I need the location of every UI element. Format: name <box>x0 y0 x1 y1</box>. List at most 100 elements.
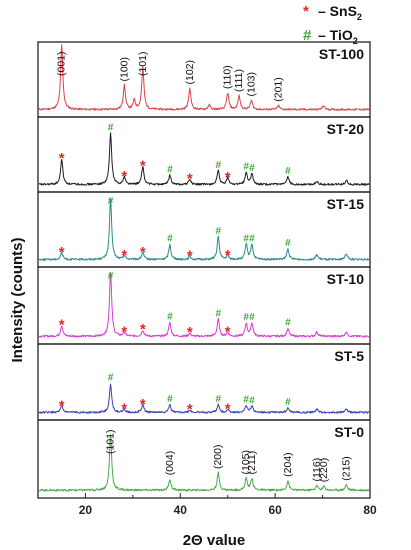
tio2-peak-marker: # <box>285 238 291 249</box>
sns2-peak-marker: * <box>225 400 231 417</box>
miller-index-label: (116) <box>311 458 323 482</box>
sns2-peak-marker: * <box>187 324 193 341</box>
miller-index-label: (201) <box>272 77 284 102</box>
x-tick-label: 20 <box>79 503 93 517</box>
panel-st-20: ST-20**** *## # # # # <box>37 116 371 193</box>
chart-panels: ST-100 (001) (100) (101) (102) (110) (111) (103… <box>37 41 371 499</box>
miller-index-label: (101) <box>137 51 149 76</box>
miller-index-label: (001) <box>56 51 68 76</box>
miller-index-label: (101) <box>105 429 117 454</box>
tio2-peak-marker: # <box>243 162 249 173</box>
panel-st-0: ST-0(101)(004) (200) (105)(211) (204) (116)(… <box>37 419 371 499</box>
panel-frame <box>37 343 371 421</box>
x-tick-label: 60 <box>268 503 282 517</box>
tio2-peak-marker: # <box>108 123 114 134</box>
series-name-label: ST-15 <box>327 196 365 212</box>
miller-index-label: (111) <box>233 69 245 92</box>
legend-star-marker: * <box>303 3 309 20</box>
sns2-peak-marker: * <box>225 247 231 264</box>
miller-index-label: (102) <box>184 60 196 85</box>
sns2-peak-marker: * <box>121 323 127 340</box>
miller-index-label: (100) <box>118 57 130 82</box>
sns2-peak-marker: * <box>225 169 231 186</box>
tio2-peak-marker: # <box>167 394 173 405</box>
tio2-peak-marker: # <box>243 234 249 245</box>
tio2-peak-marker: # <box>215 226 221 237</box>
panel-st-15: ST-15* * * * *#### # # <box>37 191 371 268</box>
sns2-peak-marker: * <box>121 168 127 185</box>
tio2-peak-marker: # <box>215 394 221 405</box>
tio2-peak-marker: # <box>285 318 291 329</box>
sns2-peak-marker: * <box>140 321 146 338</box>
series-line-st-20 <box>38 132 370 186</box>
sns2-peak-marker: * <box>187 401 193 418</box>
x-axis: 20 40 60 80 <box>37 493 377 517</box>
tio2-peak-marker: # <box>108 373 114 384</box>
miller-index-label: (105) <box>240 450 252 475</box>
legend-label: – SnS2 <box>318 3 362 22</box>
tio2-peak-marker: # <box>243 312 249 323</box>
tio2-peak-marker: # <box>108 271 114 282</box>
x-tick-label: 80 <box>363 503 377 517</box>
sns2-peak-marker: * <box>140 158 146 175</box>
miller-index-label: (103) <box>245 72 257 97</box>
tio2-peak-marker: # <box>285 397 291 408</box>
tio2-peak-marker: # <box>167 165 173 176</box>
sns2-peak-marker: * <box>59 244 65 261</box>
tio2-peak-marker: # <box>249 395 255 406</box>
x-axis-label: 2Θ value <box>183 532 246 549</box>
series-line-st-100 <box>38 44 370 111</box>
series-line-st-10 <box>38 271 370 338</box>
tio2-peak-marker: # <box>249 163 255 174</box>
tio2-peak-marker: # <box>215 160 221 171</box>
sns2-peak-marker: * <box>59 150 65 167</box>
sns2-peak-marker: * <box>187 170 193 187</box>
miller-index-label: (200) <box>212 445 224 470</box>
miller-index-label: (204) <box>282 452 294 477</box>
miller-index-label: (220) <box>318 458 330 483</box>
sns2-peak-marker: * <box>140 396 146 413</box>
miller-index-label: (211) <box>246 451 258 475</box>
legend-entry: # – TiO2 <box>303 27 358 46</box>
miller-index-label: (110) <box>222 65 234 89</box>
y-axis-label: Intensity (counts) <box>9 237 26 362</box>
panel-st-5: ST-5* * * * *## # # # # <box>37 343 371 421</box>
series-name-label: ST-10 <box>327 271 365 287</box>
miller-index-label: (215) <box>340 456 352 481</box>
sns2-peak-marker: * <box>225 323 231 340</box>
legend-entry: * – SnS2 <box>303 3 362 22</box>
sns2-peak-marker: * <box>121 400 127 417</box>
panel-frame <box>37 116 371 193</box>
panel-st-100: ST-100 (001) (100) (101) (102) (110) (111) (103… <box>37 41 371 118</box>
chart-legend: * – SnS2 # – TiO2 <box>303 3 362 46</box>
panel-frame <box>37 191 371 268</box>
series-name-label: ST-20 <box>327 121 365 137</box>
sns2-peak-marker: * <box>140 244 146 261</box>
miller-index-label: (004) <box>164 451 176 476</box>
legend-label: – TiO2 <box>318 27 358 46</box>
tio2-peak-marker: # <box>285 166 291 177</box>
series-line-st-5 <box>38 383 370 414</box>
tio2-peak-marker: # <box>215 308 221 319</box>
series-name-label: ST-100 <box>319 46 364 62</box>
tio2-peak-marker: # <box>243 395 249 406</box>
panel-frame <box>37 266 371 345</box>
tio2-peak-marker: # <box>167 311 173 322</box>
panel-frame <box>37 419 371 499</box>
series-name-label: ST-0 <box>334 424 364 440</box>
tio2-peak-marker: # <box>108 196 114 207</box>
sns2-peak-marker: * <box>59 317 65 334</box>
tio2-peak-marker: # <box>167 234 173 245</box>
tio2-peak-marker: # <box>249 312 255 323</box>
series-line-st-0 <box>38 434 370 492</box>
legend-hash-marker: # <box>303 27 312 44</box>
series-name-label: ST-5 <box>334 348 364 364</box>
series-line-st-15 <box>38 198 370 261</box>
sns2-peak-marker: * <box>59 397 65 414</box>
tio2-peak-marker: # <box>249 234 255 245</box>
panel-st-10: ST-10* * * * *## # # # # <box>37 266 371 345</box>
x-tick-label: 40 <box>174 503 188 517</box>
sns2-peak-marker: * <box>187 248 193 265</box>
sns2-peak-marker: * <box>121 247 127 264</box>
